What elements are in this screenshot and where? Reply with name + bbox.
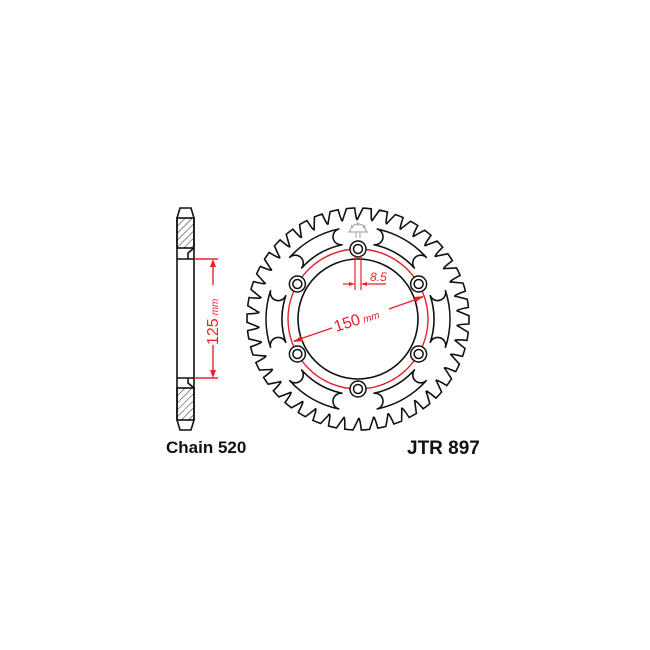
bolt-hole (352, 383, 364, 395)
lightening-slot (288, 228, 343, 270)
lightening-slots (265, 228, 451, 410)
bolt-hole (413, 278, 424, 290)
lightening-slot (288, 368, 343, 410)
bolt-hole-dimension-label: 8.5 (370, 270, 387, 284)
bolt-hole (352, 243, 364, 255)
bolt-holes (288, 240, 428, 398)
side-dimension-line (194, 258, 218, 379)
bolt-circle-dimension-label: 150mm (332, 305, 381, 335)
center-bore (297, 258, 419, 380)
bolt-circle-dimension-line (293, 296, 424, 342)
part-number: JTR 897 (407, 438, 480, 459)
lightening-slot (429, 289, 451, 349)
bolt-hole-dimension-line (343, 255, 386, 290)
bolt-hole (292, 348, 303, 360)
side-dimension-label: 125mm (205, 299, 222, 345)
lightening-slot (373, 228, 428, 270)
manufacturer-logo-icon (348, 222, 368, 238)
lightening-slot (265, 289, 287, 349)
chain-label: Chain 520 (166, 438, 247, 457)
sprocket-teeth-outline (246, 207, 470, 431)
side-view (176, 207, 195, 431)
bolt-hole (292, 278, 303, 290)
bolt-hole (413, 348, 424, 360)
lightening-slot (373, 368, 428, 410)
